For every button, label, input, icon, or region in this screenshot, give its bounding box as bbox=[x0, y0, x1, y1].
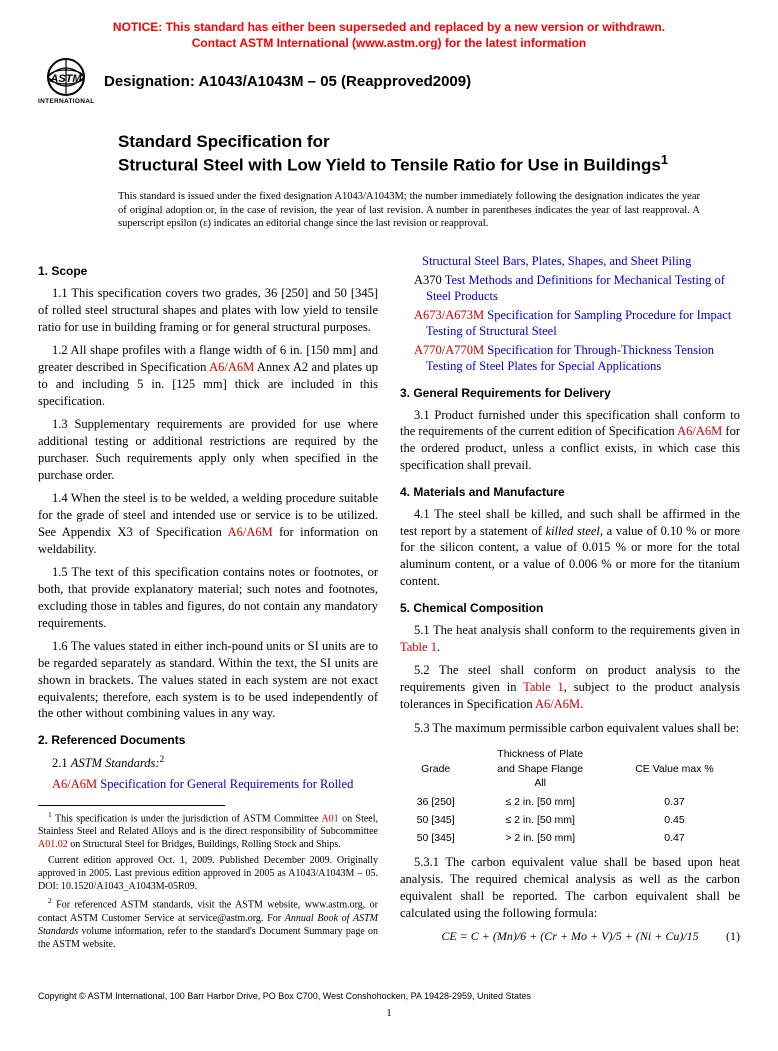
notice-line1: NOTICE: This standard has either been su… bbox=[113, 20, 665, 34]
section-4-head: 4. Materials and Manufacture bbox=[400, 484, 740, 500]
ce-formula: CE = C + (Mn)/6 + (Cr + Mo + V)/5 + (Ni … bbox=[400, 928, 740, 944]
notice-line2: Contact ASTM International (www.astm.org… bbox=[192, 36, 586, 50]
ce-row-0: 36 [250]≤ 2 in. [50 mm]0.37 bbox=[402, 794, 738, 810]
ref-a770: A770/A770M Specification for Through-Thi… bbox=[400, 342, 740, 375]
section-3-head: 3. General Requirements for Delivery bbox=[400, 385, 740, 401]
ref-a370: A370 Test Methods and Definitions for Me… bbox=[400, 272, 740, 305]
fn1-a: This specification is under the jurisdic… bbox=[52, 813, 322, 824]
ce-row-1: 50 [345]≤ 2 in. [50 mm]0.45 bbox=[402, 812, 738, 828]
para-1-2: 1.2 All shape profiles with a flange wid… bbox=[38, 342, 378, 409]
astm-standards-label: ASTM Standards: bbox=[71, 757, 160, 771]
link-table1[interactable]: Table 1 bbox=[400, 640, 437, 654]
title-main-text: Structural Steel with Low Yield to Tensi… bbox=[118, 156, 661, 175]
link-a6-4[interactable]: A6/A6M bbox=[535, 697, 580, 711]
ref-a673: A673/A673M Specification for Sampling Pr… bbox=[400, 307, 740, 340]
ce-h1-sub: All bbox=[534, 777, 546, 789]
footnote-1b: Current edition approved Oct. 1, 2009. P… bbox=[38, 854, 378, 893]
p51-a: 5.1 The heat analysis shall conform to t… bbox=[414, 623, 740, 637]
ce-row-2: 50 [345]> 2 in. [50 mm]0.47 bbox=[402, 830, 738, 846]
footnote-1: 1 This specification is under the jurisd… bbox=[38, 810, 378, 851]
para-5-2: 5.2 The steel shall conform on product a… bbox=[400, 662, 740, 712]
ce-h1-t: Thickness of Plate and Shape Flange bbox=[497, 748, 583, 774]
logo-subtext: INTERNATIONAL bbox=[38, 98, 94, 107]
ref-a6-title2: Structural Steel Bars, Plates, Shapes, a… bbox=[400, 253, 740, 270]
para-1-4: 1.4 When the steel is to be welded, a we… bbox=[38, 490, 378, 557]
fn2-b: volume information, refer to the standar… bbox=[38, 926, 378, 950]
link-a6-2[interactable]: A6/A6M bbox=[228, 525, 273, 539]
formula-num: (1) bbox=[726, 928, 740, 944]
two-column-body: 1. Scope 1.1 This specification covers t… bbox=[38, 253, 740, 954]
ce-h0: Grade bbox=[402, 745, 469, 792]
header-row: ASTM INTERNATIONAL Designation: A1043/A1… bbox=[38, 57, 740, 107]
c21: > 2 in. [50 mm] bbox=[471, 830, 609, 846]
section-2-head: 2. Referenced Documents bbox=[38, 732, 378, 748]
notice-banner: NOTICE: This standard has either been su… bbox=[38, 20, 740, 51]
astm-logo: ASTM INTERNATIONAL bbox=[38, 57, 94, 107]
footnote-2: 2 For referenced ASTM standards, visit t… bbox=[38, 896, 378, 950]
title-main: Structural Steel with Low Yield to Tensi… bbox=[118, 152, 740, 176]
issuance-note: This standard is issued under the fixed … bbox=[118, 190, 700, 231]
p52-c: . bbox=[580, 697, 583, 711]
section-5-head: 5. Chemical Composition bbox=[400, 600, 740, 616]
ref-a673-code[interactable]: A673/A673M bbox=[414, 308, 484, 322]
left-column: 1. Scope 1.1 This specification covers t… bbox=[38, 253, 378, 954]
formula-text: CE = C + (Mn)/6 + (Cr + Mo + V)/5 + (Ni … bbox=[441, 929, 698, 943]
p41-i: killed steel bbox=[546, 524, 600, 538]
link-a6-3[interactable]: A6/A6M bbox=[677, 424, 722, 438]
para-1-1: 1.1 This specification covers two grades… bbox=[38, 285, 378, 335]
ref-a6-t2[interactable]: Structural Steel Bars, Plates, Shapes, a… bbox=[422, 254, 691, 268]
c10: 50 [345] bbox=[402, 812, 469, 828]
ref-a770-code[interactable]: A770/A770M bbox=[414, 343, 484, 357]
ref-a6-code[interactable]: A6/A6M bbox=[52, 777, 97, 791]
designation: Designation: A1043/A1043M – 05 (Reapprov… bbox=[104, 72, 471, 92]
title-sup: 1 bbox=[661, 152, 668, 167]
c01: ≤ 2 in. [50 mm] bbox=[471, 794, 609, 810]
footnote-divider bbox=[38, 805, 225, 806]
svg-text:ASTM: ASTM bbox=[49, 73, 82, 85]
para-5-1: 5.1 The heat analysis shall conform to t… bbox=[400, 622, 740, 656]
section-1-head: 1. Scope bbox=[38, 263, 378, 279]
astm-logo-icon: ASTM bbox=[41, 57, 91, 97]
para-3-1: 3.1 Product furnished under this specifi… bbox=[400, 407, 740, 474]
link-a0102[interactable]: A01.02 bbox=[38, 839, 68, 850]
ce-h2: CE Value max % bbox=[611, 745, 738, 792]
ce-table: Grade Thickness of Plate and Shape Flang… bbox=[400, 743, 740, 848]
ce-table-header: Grade Thickness of Plate and Shape Flang… bbox=[402, 745, 738, 792]
page-number: 1 bbox=[38, 1006, 740, 1021]
para-1-5: 1.5 The text of this specification conta… bbox=[38, 564, 378, 631]
para-2-1: 2.1 ASTM Standards:2 bbox=[38, 754, 378, 772]
ref-a370-code: A370 bbox=[414, 273, 442, 287]
c02: 0.37 bbox=[611, 794, 738, 810]
fn1-c: on Structural Steel for Bridges, Buildin… bbox=[68, 839, 341, 850]
ref-a6-title[interactable]: Specification for General Requirements f… bbox=[100, 777, 353, 791]
c00: 36 [250] bbox=[402, 794, 469, 810]
ref-a370-title[interactable]: Test Methods and Definitions for Mechani… bbox=[426, 273, 725, 304]
link-a6[interactable]: A6/A6M bbox=[209, 360, 254, 374]
para-4-1: 4.1 The steel shall be killed, and such … bbox=[400, 506, 740, 590]
right-column: Structural Steel Bars, Plates, Shapes, a… bbox=[400, 253, 740, 954]
link-a01[interactable]: A01 bbox=[321, 813, 338, 824]
c20: 50 [345] bbox=[402, 830, 469, 846]
ref-a6: A6/A6M Specification for General Require… bbox=[38, 776, 378, 793]
c22: 0.47 bbox=[611, 830, 738, 846]
c12: 0.45 bbox=[611, 812, 738, 828]
para-1-6: 1.6 The values stated in either inch-pou… bbox=[38, 638, 378, 722]
para-5-3-1: 5.3.1 The carbon equivalent value shall … bbox=[400, 854, 740, 921]
c11: ≤ 2 in. [50 mm] bbox=[471, 812, 609, 828]
p51-b: . bbox=[437, 640, 440, 654]
title-lead: Standard Specification for bbox=[118, 131, 740, 152]
title-block: Standard Specification for Structural St… bbox=[118, 131, 740, 176]
copyright-line: Copyright © ASTM International, 100 Barr… bbox=[38, 990, 740, 1002]
ce-h1: Thickness of Plate and Shape Flange All bbox=[471, 745, 609, 792]
para-1-3: 1.3 Supplementary requirements are provi… bbox=[38, 416, 378, 483]
link-table1-2[interactable]: Table 1 bbox=[523, 680, 564, 694]
para-5-3: 5.3 The maximum permissible carbon equiv… bbox=[400, 720, 740, 737]
